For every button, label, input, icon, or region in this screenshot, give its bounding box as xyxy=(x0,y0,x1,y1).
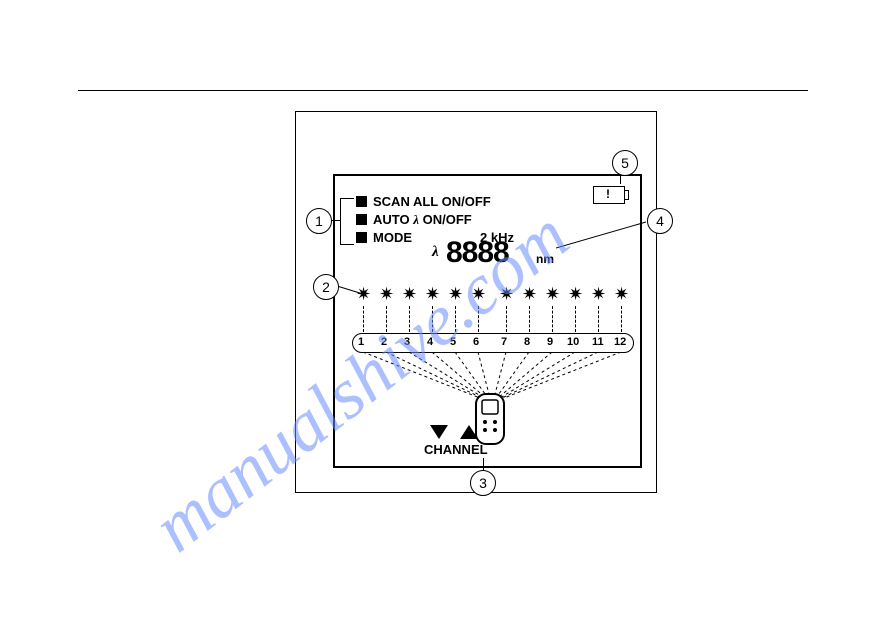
callout-2: 2 xyxy=(313,274,339,300)
label-channel: CHANNEL xyxy=(424,442,488,457)
label-mode: MODE xyxy=(356,230,412,245)
seven-segment-display: 8888 xyxy=(446,236,509,270)
laser-star-icon: ✷ xyxy=(425,285,440,303)
label-lambda: λ xyxy=(432,244,439,261)
channel-number: 12 xyxy=(614,336,626,348)
laser-star-icon: ✷ xyxy=(614,285,629,303)
channel-number: 7 xyxy=(501,336,507,348)
channel-number: 11 xyxy=(592,336,604,348)
lead-line xyxy=(340,198,341,244)
channel-up-icon xyxy=(460,425,478,439)
lead-line xyxy=(483,458,484,470)
dash-line xyxy=(506,306,507,332)
lead-line xyxy=(335,282,365,296)
callout-5: 5 xyxy=(612,150,638,176)
label-auto: AUTO λ ON/OFF xyxy=(356,212,472,228)
lead-line xyxy=(340,244,354,245)
laser-star-icon: ✷ xyxy=(545,285,560,303)
dash-line xyxy=(386,306,387,332)
dash-line xyxy=(621,306,622,332)
channel-down-icon xyxy=(430,425,448,439)
label-nm: nm xyxy=(536,252,554,266)
channel-number: 5 xyxy=(450,336,456,348)
lead-line xyxy=(340,198,354,199)
channel-number: 2 xyxy=(381,336,387,348)
dash-line xyxy=(363,306,364,332)
laser-star-icon: ✷ xyxy=(471,285,486,303)
laser-star-icon: ✷ xyxy=(568,285,583,303)
laser-star-icon: ✷ xyxy=(448,285,463,303)
dash-line xyxy=(478,306,479,332)
label-scan: SCAN ALL ON/OFF xyxy=(356,194,491,209)
laser-star-icon: ✷ xyxy=(499,285,514,303)
laser-star-icon: ✷ xyxy=(591,285,606,303)
dash-line xyxy=(598,306,599,332)
dash-line xyxy=(552,306,553,332)
manual-page: manualshive.com SCAN ALL ON/OFF AUTO λ O… xyxy=(0,0,891,621)
channel-number: 9 xyxy=(547,336,553,348)
channel-number: 8 xyxy=(524,336,530,348)
dash-line xyxy=(575,306,576,332)
battery-icon: ! xyxy=(593,186,625,204)
laser-star-icon: ✷ xyxy=(402,285,417,303)
channel-number: 3 xyxy=(404,336,410,348)
callout-1: 1 xyxy=(306,208,332,234)
dash-line xyxy=(529,306,530,332)
channel-number: 1 xyxy=(358,336,364,348)
laser-star-icon: ✷ xyxy=(379,285,394,303)
battery-warning-icon: ! xyxy=(606,187,610,201)
dash-line xyxy=(455,306,456,332)
callout-4: 4 xyxy=(647,208,673,234)
lead-line xyxy=(556,220,648,250)
remote-icon xyxy=(470,392,510,448)
channel-number: 6 xyxy=(473,336,479,348)
channel-number: 4 xyxy=(427,336,433,348)
callout-3: 3 xyxy=(470,470,496,496)
horizontal-rule xyxy=(78,90,808,91)
channel-number: 10 xyxy=(567,336,579,348)
laser-star-icon: ✷ xyxy=(522,285,537,303)
dash-line xyxy=(409,306,410,332)
dash-line xyxy=(432,306,433,332)
